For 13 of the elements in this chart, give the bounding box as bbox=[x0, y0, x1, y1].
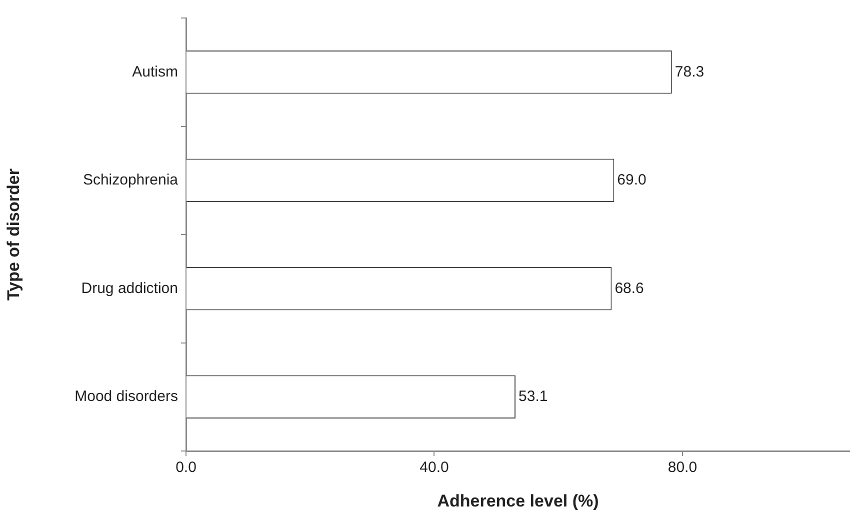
x-tick-label: 0.0 bbox=[176, 459, 196, 476]
data-label: 53.1 bbox=[518, 388, 548, 406]
y-tick-label: Schizophrenia bbox=[82, 172, 179, 189]
y-axis-title: Type of disorder bbox=[4, 168, 23, 300]
y-tick-label: Drug addiction bbox=[81, 280, 178, 297]
data-label: 68.6 bbox=[614, 280, 644, 297]
y-tick-label: Autism bbox=[132, 63, 178, 80]
x-axis-title: Adherence level (%) bbox=[437, 491, 599, 510]
x-tick-label: 80.0 bbox=[668, 459, 698, 476]
data-label: 69.0 bbox=[617, 172, 646, 189]
data-label: 78.3 bbox=[674, 63, 704, 80]
x-tick-label: 40.0 bbox=[420, 459, 449, 476]
y-tick-label: Mood disorders bbox=[74, 388, 178, 406]
